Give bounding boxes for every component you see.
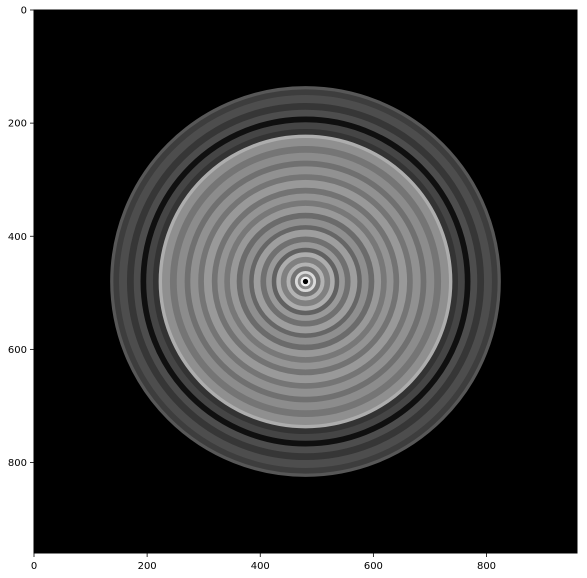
ring-band-3 <box>294 270 317 293</box>
ring-band-7 <box>275 251 336 312</box>
y-axis: 0 200 400 600 800 <box>8 6 34 469</box>
ring-band-8 <box>271 247 340 316</box>
ring-band-5 <box>286 262 325 301</box>
x-tick-label-3: 600 <box>364 561 383 572</box>
y-tick-label-3: 600 <box>8 345 27 356</box>
x-axis: 0 200 400 600 800 <box>31 553 496 572</box>
ring-band-32 <box>118 94 493 469</box>
ring-band-12 <box>248 224 363 339</box>
x-tick-label-4: 800 <box>477 561 496 572</box>
ring-band-19 <box>203 179 408 384</box>
ring-band-9 <box>265 241 346 322</box>
ring-band-2 <box>297 273 314 290</box>
y-tick-label-1: 200 <box>8 119 27 130</box>
ring-band-27 <box>152 128 459 435</box>
ring-band-28 <box>145 121 466 442</box>
y-tick-label-0: 0 <box>21 6 27 17</box>
ring-band-14 <box>236 212 375 351</box>
ring-band-16 <box>223 199 388 364</box>
ring-band-22 <box>184 160 427 403</box>
ring-band-17 <box>217 193 394 370</box>
ring-band-25 <box>161 137 450 426</box>
plot-area <box>33 9 578 554</box>
ring-band-6 <box>280 256 331 307</box>
x-tick-label-1: 200 <box>138 561 157 572</box>
x-tick-label-0: 0 <box>31 561 37 572</box>
ring-band-31 <box>126 102 485 461</box>
ring-band-13 <box>241 217 370 346</box>
y-tick-label-2: 400 <box>8 232 27 243</box>
ring-band-0 <box>302 278 309 285</box>
ring-band-26 <box>158 134 453 429</box>
ring-band-23 <box>176 152 435 411</box>
ring-band-18 <box>211 187 400 376</box>
ring-band-15 <box>229 205 382 358</box>
x-tick-label-2: 400 <box>251 561 270 572</box>
ring-band-21 <box>189 165 422 398</box>
ring-band-10 <box>260 236 351 327</box>
ring-band-29 <box>140 116 471 447</box>
ring-band-4 <box>290 266 321 297</box>
y-tick-label-4: 800 <box>8 458 27 469</box>
axes-frame <box>33 9 578 554</box>
ring-band-33 <box>112 88 499 475</box>
ring-band-30 <box>133 109 478 454</box>
ring-pattern <box>110 86 501 477</box>
ring-band-20 <box>197 173 414 390</box>
ring-band-11 <box>253 229 358 334</box>
ring-band-24 <box>169 145 442 418</box>
ring-band-34 <box>110 86 501 477</box>
ring-band-1 <box>300 276 311 287</box>
